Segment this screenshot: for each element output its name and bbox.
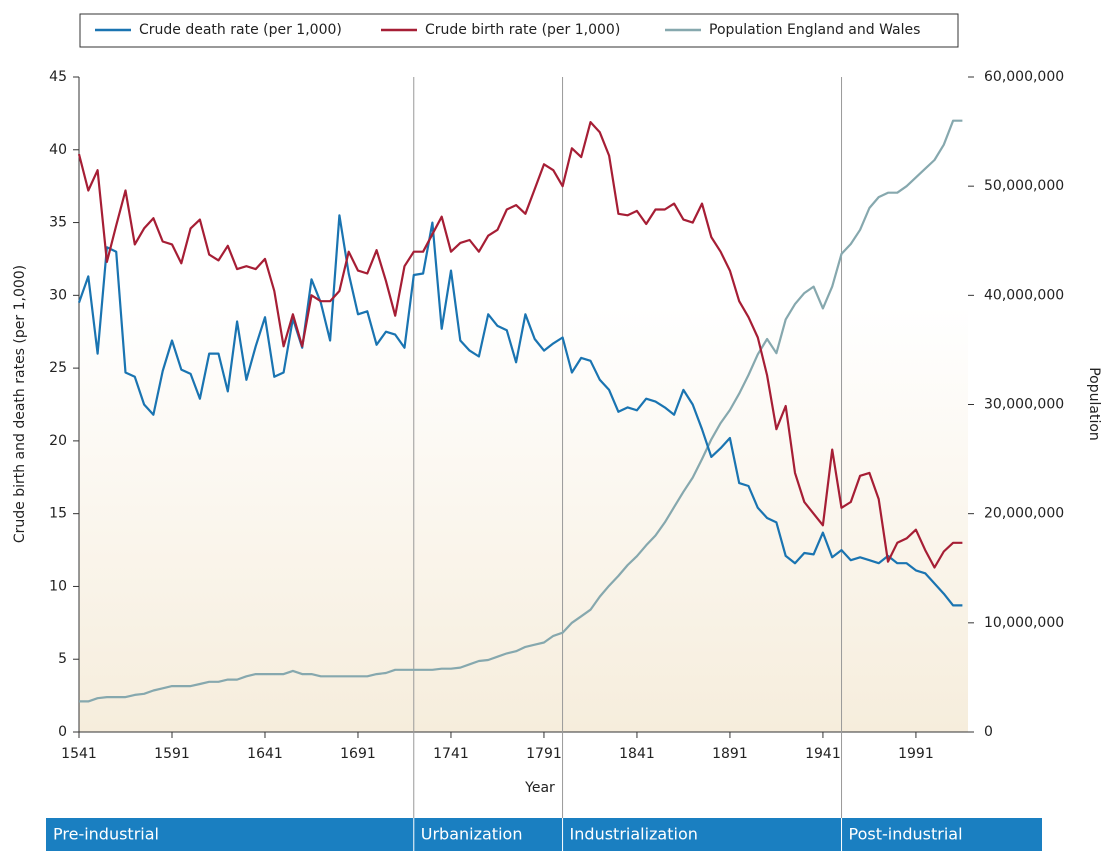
y2-tick-label: 0 [984,724,993,740]
y2-tick-label: 40,000,000 [984,287,1064,303]
x-tick-label: 1891 [712,746,748,762]
y-tick-label: 20 [49,433,67,449]
y2-tick-label: 10,000,000 [984,615,1064,631]
y2-tick-label: 50,000,000 [984,178,1064,194]
y2-tick-label: 60,000,000 [984,69,1064,85]
phase-label: Urbanization [421,825,523,844]
y-tick-label: 45 [49,69,67,85]
series-line [79,119,963,703]
x-tick-label: 1641 [247,746,283,762]
legend-label: Crude birth rate (per 1,000) [425,22,620,38]
phase-label: Pre-industrial [53,825,159,844]
y-tick-label: 15 [49,506,67,522]
y2-tick-label: 30,000,000 [984,397,1064,413]
x-tick-label: 1691 [340,746,376,762]
y-tick-label: 25 [49,360,67,376]
legend-label: Crude death rate (per 1,000) [139,22,342,38]
y-tick-label: 30 [49,287,67,303]
y-tick-label: 40 [49,142,67,158]
y-axis-title: Crude birth and death rates (per 1,000) [12,265,28,543]
x-tick-label: 1791 [526,746,562,762]
series-line [77,214,963,607]
y-tick-label: 5 [58,651,67,667]
x-tick-label: 1941 [805,746,841,762]
x-axis-title: Year [524,780,555,796]
y2-tick-label: 20,000,000 [984,506,1064,522]
phase-label: Industrialization [570,825,698,844]
phase-label: Post-industrial [849,825,963,844]
phase-bar [46,818,1042,851]
y-tick-label: 35 [49,215,67,231]
series-line [77,121,963,569]
x-tick-label: 1741 [433,746,469,762]
legend-label: Population England and Wales [709,22,920,38]
x-tick-label: 1991 [898,746,934,762]
y2-axis-title: Population [1086,367,1102,441]
y-tick-label: 10 [49,578,67,594]
y-tick-label: 0 [58,724,67,740]
x-tick-label: 1541 [61,746,97,762]
legend-box [79,13,959,48]
x-tick-label: 1841 [619,746,655,762]
x-tick-label: 1591 [154,746,190,762]
plot-background [79,77,968,732]
